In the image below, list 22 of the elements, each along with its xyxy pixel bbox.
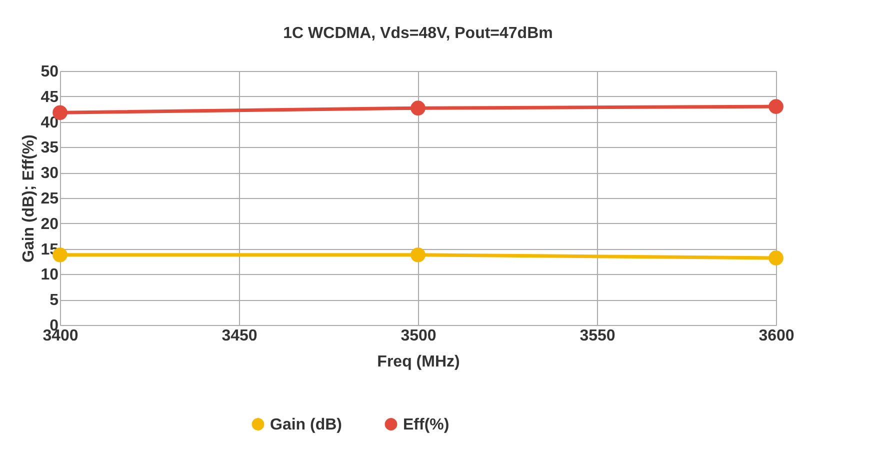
chart-title: 1C WCDMA, Vds=48V, Pout=47dBm — [283, 25, 553, 42]
x-axis-title: Freq (MHz) — [377, 354, 460, 370]
y-axis-title: Gain (dB); Eff(%) — [20, 134, 38, 262]
legend-label: Gain (dB) — [270, 416, 342, 434]
y-tick-label: 20 — [40, 216, 59, 233]
legend-label: Eff(%) — [403, 416, 450, 434]
y-tick-label: 25 — [40, 190, 59, 208]
y-tick-label: 35 — [40, 140, 59, 157]
x-tick-label: 3450 — [222, 328, 258, 344]
point — [768, 250, 784, 266]
y-tick-label: 5 — [50, 292, 59, 310]
y-tick-label: 10 — [40, 266, 59, 284]
x-tick-label: 3550 — [580, 328, 616, 344]
point — [410, 247, 426, 262]
x-tick-label: 3500 — [400, 328, 436, 344]
y-tick-label: 50 — [40, 64, 59, 80]
x-tick-label: 3600 — [758, 328, 794, 344]
y-tick-label: 45 — [40, 88, 59, 106]
y-tick-label: 40 — [40, 114, 59, 132]
point — [410, 100, 426, 116]
y-tick-label: 30 — [40, 165, 59, 182]
point — [768, 99, 784, 114]
